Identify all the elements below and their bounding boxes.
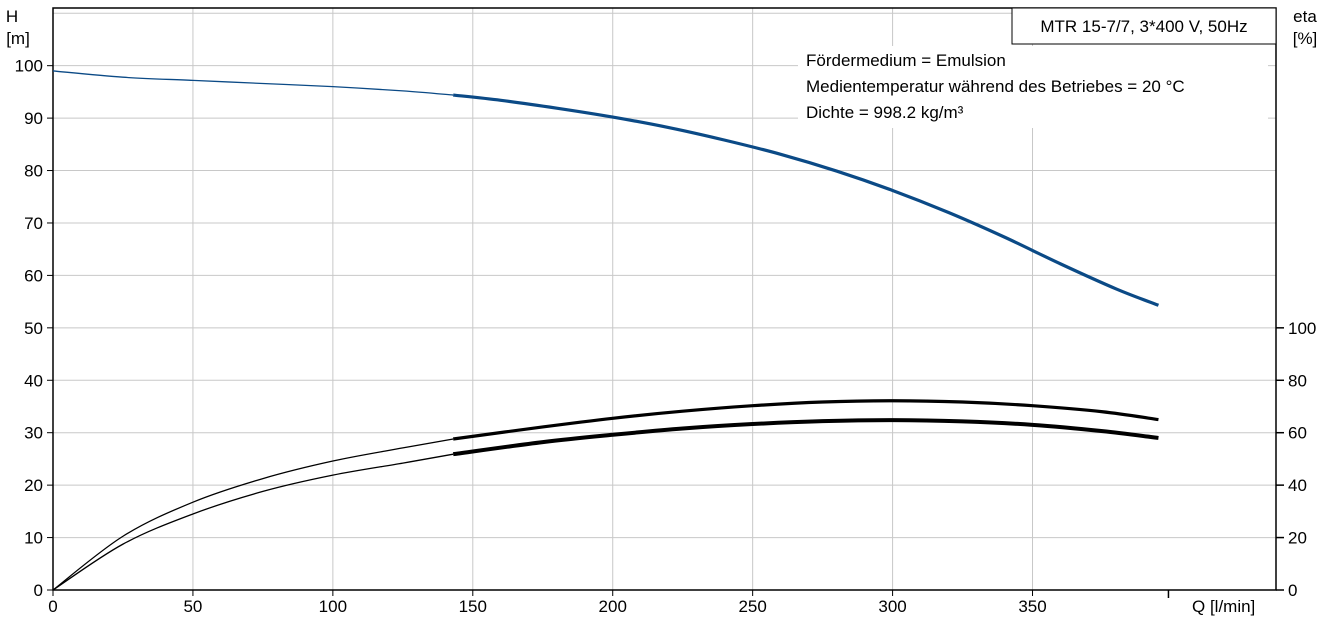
annotation-temperature: Medientemperatur während des Betriebes =… bbox=[806, 77, 1185, 96]
plot-frame bbox=[52, 7, 1277, 591]
y-right-tick-label: 0 bbox=[1288, 581, 1297, 600]
x-tick-label: 350 bbox=[1018, 597, 1046, 616]
y-left-tick-label: 0 bbox=[34, 581, 43, 600]
x-tick-label: 150 bbox=[459, 597, 487, 616]
curve-0-thin-segment bbox=[52, 70, 454, 96]
title-box bbox=[1011, 7, 1277, 45]
x-tick-label: 250 bbox=[738, 597, 766, 616]
y-left-label-line1: H bbox=[6, 7, 18, 26]
y-right-label-line2: [%] bbox=[1293, 29, 1318, 48]
axes: 0 50 100 150 200 250 300 3500102030405060708090… bbox=[15, 57, 1317, 616]
curve-2-operating-segment bbox=[452, 418, 1159, 457]
annotation-density: Dichte = 998.2 kg/m³ bbox=[806, 103, 964, 122]
x-tick-label: 200 bbox=[599, 597, 627, 616]
y-right-tick-label: 60 bbox=[1288, 424, 1307, 443]
chart-title: MTR 15-7/7, 3*400 V, 50Hz bbox=[1040, 17, 1247, 36]
x-axis-label: Q [l/min] bbox=[1192, 597, 1255, 616]
annotation-background bbox=[798, 46, 1268, 128]
y-left-tick-label: 30 bbox=[24, 424, 43, 443]
curve-2-thin-segment bbox=[52, 453, 454, 591]
y-right-tick-label: 40 bbox=[1288, 476, 1307, 495]
annotation-medium: Fördermedium = Emulsion bbox=[806, 51, 1006, 70]
curve-1-thin-segment bbox=[52, 438, 454, 591]
y-left-tick-label: 60 bbox=[24, 266, 43, 285]
y-right-tick-label: 80 bbox=[1288, 371, 1307, 390]
y-left-tick-label: 90 bbox=[24, 109, 43, 128]
x-tick-label: 300 bbox=[878, 597, 906, 616]
curve-1-operating-segment bbox=[452, 399, 1159, 441]
y-left-tick-label: 100 bbox=[15, 57, 43, 76]
y-left-tick-label: 50 bbox=[24, 319, 43, 338]
y-left-tick-label: 40 bbox=[24, 371, 43, 390]
x-tick-label: 100 bbox=[319, 597, 347, 616]
x-tick-label: 50 bbox=[183, 597, 202, 616]
y-left-tick-label: 20 bbox=[24, 476, 43, 495]
x-tick-label: 0 bbox=[48, 597, 57, 616]
y-left-label-line2: [m] bbox=[6, 29, 30, 48]
y-right-tick-label: 100 bbox=[1288, 319, 1316, 338]
y-right-label-line1: eta bbox=[1293, 7, 1317, 26]
y-right-tick-label: 20 bbox=[1288, 529, 1307, 548]
curves bbox=[52, 70, 1160, 591]
curve-0-operating-segment bbox=[453, 93, 1160, 307]
y-left-tick-label: 70 bbox=[24, 214, 43, 233]
y-left-tick-label: 10 bbox=[24, 529, 43, 548]
y-left-tick-label: 80 bbox=[24, 162, 43, 181]
